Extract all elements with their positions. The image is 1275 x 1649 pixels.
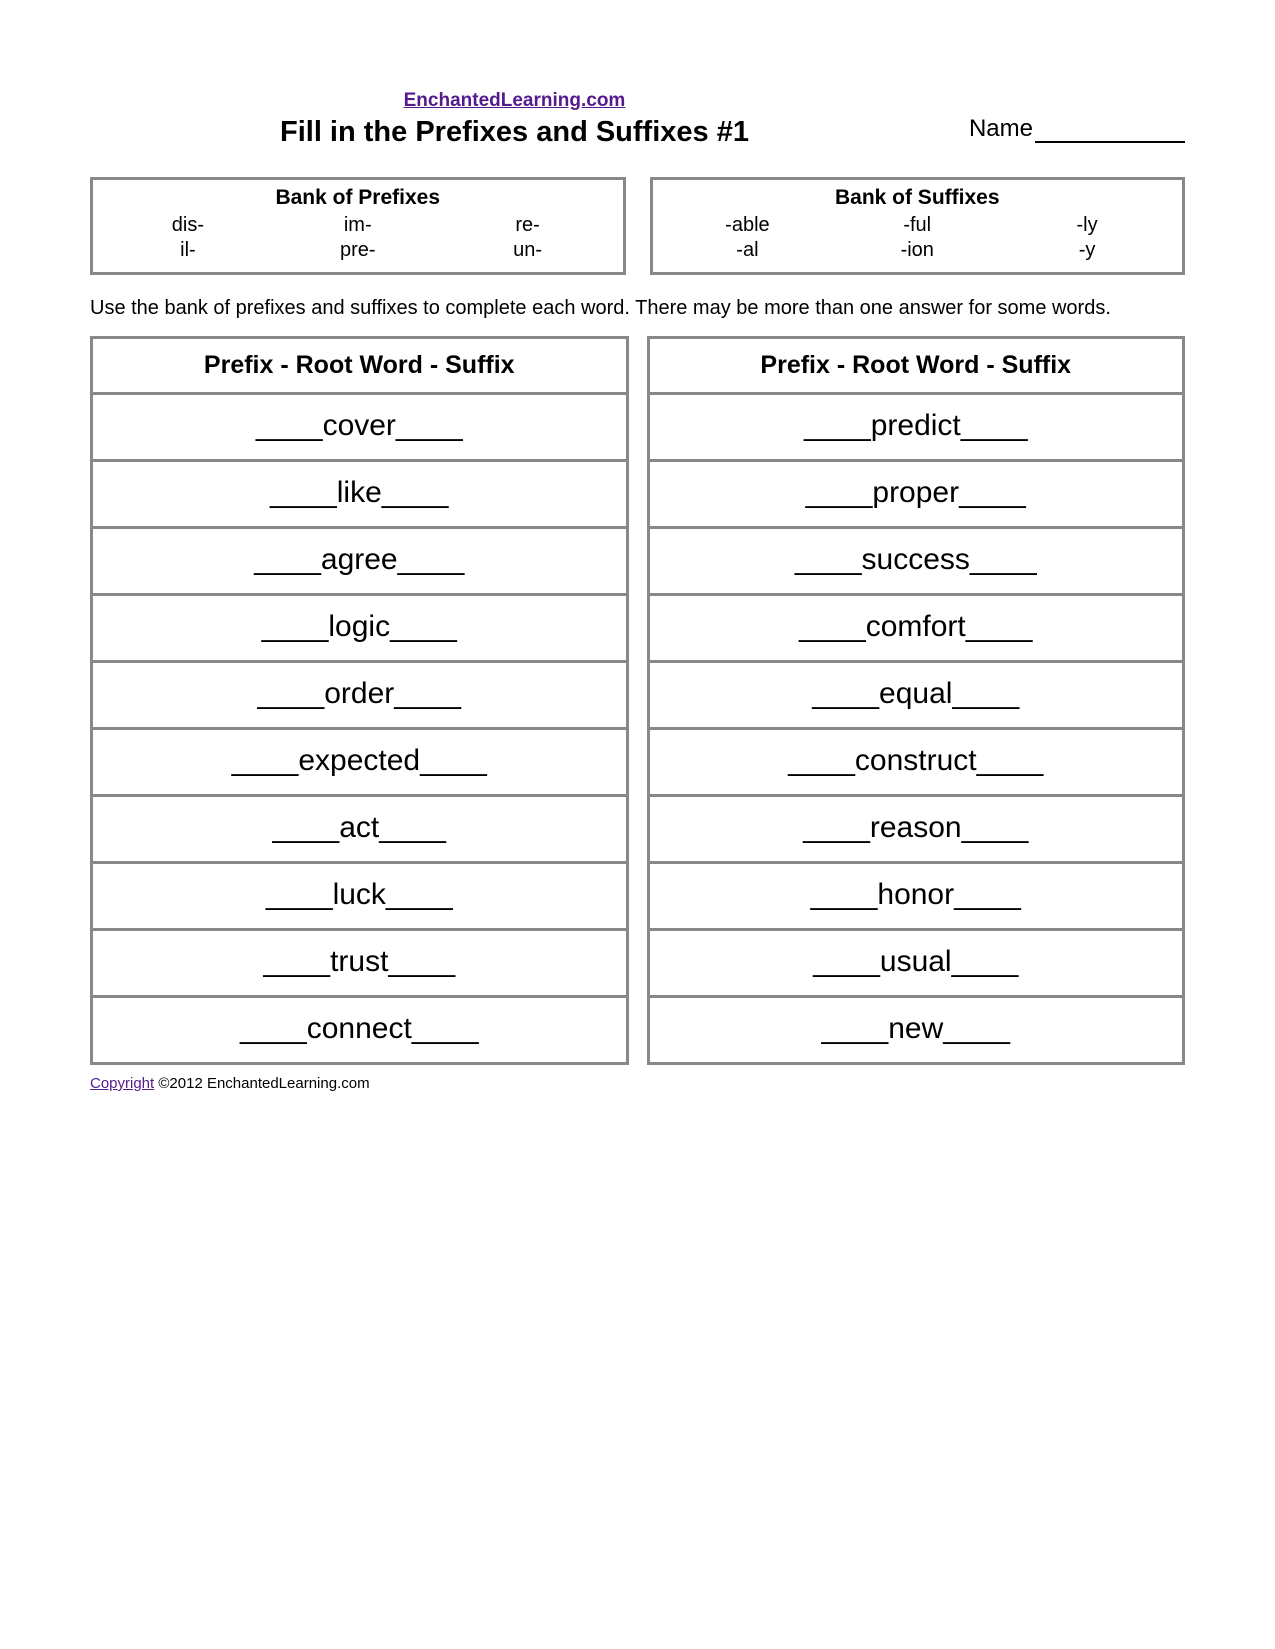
- suffix-item: -able: [663, 214, 833, 237]
- word-cell[interactable]: ____order____: [93, 663, 626, 730]
- bank-prefixes-grid: dis- im- re- il- pre- un-: [103, 214, 613, 262]
- bank-suffixes-grid: -able -ful -ly -al -ion -y: [663, 214, 1173, 262]
- word-cell[interactable]: ____construct____: [650, 730, 1183, 797]
- suffix-item: -ion: [832, 239, 1002, 262]
- suffix-item: -al: [663, 239, 833, 262]
- word-cell[interactable]: ____equal____: [650, 663, 1183, 730]
- word-cell[interactable]: ____usual____: [650, 931, 1183, 998]
- worksheet-page: EnchantedLearning.com Fill in the Prefix…: [0, 0, 1275, 1132]
- word-cell[interactable]: ____expected____: [93, 730, 626, 797]
- suffix-item: -y: [1002, 239, 1172, 262]
- instructions-text: Use the bank of prefixes and suffixes to…: [90, 295, 1185, 322]
- prefix-item: dis-: [103, 214, 273, 237]
- header-row: EnchantedLearning.com Fill in the Prefix…: [90, 90, 1185, 149]
- copyright-text: ©2012 EnchantedLearning.com: [154, 1075, 369, 1092]
- word-cell[interactable]: ____predict____: [650, 395, 1183, 462]
- word-cell[interactable]: ____reason____: [650, 797, 1183, 864]
- words-column-right: Prefix - Root Word - Suffix ____predict_…: [647, 336, 1186, 1065]
- word-cell[interactable]: ____logic____: [93, 596, 626, 663]
- footer: Copyright ©2012 EnchantedLearning.com: [90, 1075, 1185, 1092]
- word-cell[interactable]: ____act____: [93, 797, 626, 864]
- name-field-block: Name: [939, 115, 1185, 149]
- word-cell[interactable]: ____connect____: [93, 998, 626, 1065]
- bank-suffixes-title: Bank of Suffixes: [663, 186, 1173, 210]
- word-cell[interactable]: ____proper____: [650, 462, 1183, 529]
- name-blank-line[interactable]: [1035, 141, 1185, 143]
- words-column-left: Prefix - Root Word - Suffix ____cover___…: [90, 336, 629, 1065]
- suffix-item: -ly: [1002, 214, 1172, 237]
- words-wrap: Prefix - Root Word - Suffix ____cover___…: [90, 336, 1185, 1065]
- prefix-item: un-: [443, 239, 613, 262]
- prefix-item: im-: [273, 214, 443, 237]
- banks-row: Bank of Prefixes dis- im- re- il- pre- u…: [90, 177, 1185, 275]
- word-cell[interactable]: ____success____: [650, 529, 1183, 596]
- page-title: Fill in the Prefixes and Suffixes #1: [90, 116, 939, 149]
- site-link[interactable]: EnchantedLearning.com: [404, 90, 626, 111]
- bank-prefixes: Bank of Prefixes dis- im- re- il- pre- u…: [90, 177, 626, 275]
- prefix-item: il-: [103, 239, 273, 262]
- title-block: EnchantedLearning.com Fill in the Prefix…: [90, 90, 939, 149]
- prefix-item: re-: [443, 214, 613, 237]
- suffix-item: -ful: [832, 214, 1002, 237]
- word-cell[interactable]: ____luck____: [93, 864, 626, 931]
- name-label: Name: [969, 115, 1033, 142]
- word-cell[interactable]: ____like____: [93, 462, 626, 529]
- word-cell[interactable]: ____comfort____: [650, 596, 1183, 663]
- copyright-link[interactable]: Copyright: [90, 1075, 154, 1092]
- word-cell[interactable]: ____agree____: [93, 529, 626, 596]
- word-cell[interactable]: ____honor____: [650, 864, 1183, 931]
- bank-suffixes: Bank of Suffixes -able -ful -ly -al -ion…: [650, 177, 1186, 275]
- bank-prefixes-title: Bank of Prefixes: [103, 186, 613, 210]
- word-cell[interactable]: ____cover____: [93, 395, 626, 462]
- prefix-item: pre-: [273, 239, 443, 262]
- column-header: Prefix - Root Word - Suffix: [650, 339, 1183, 395]
- word-cell[interactable]: ____new____: [650, 998, 1183, 1065]
- word-cell[interactable]: ____trust____: [93, 931, 626, 998]
- column-header: Prefix - Root Word - Suffix: [93, 339, 626, 395]
